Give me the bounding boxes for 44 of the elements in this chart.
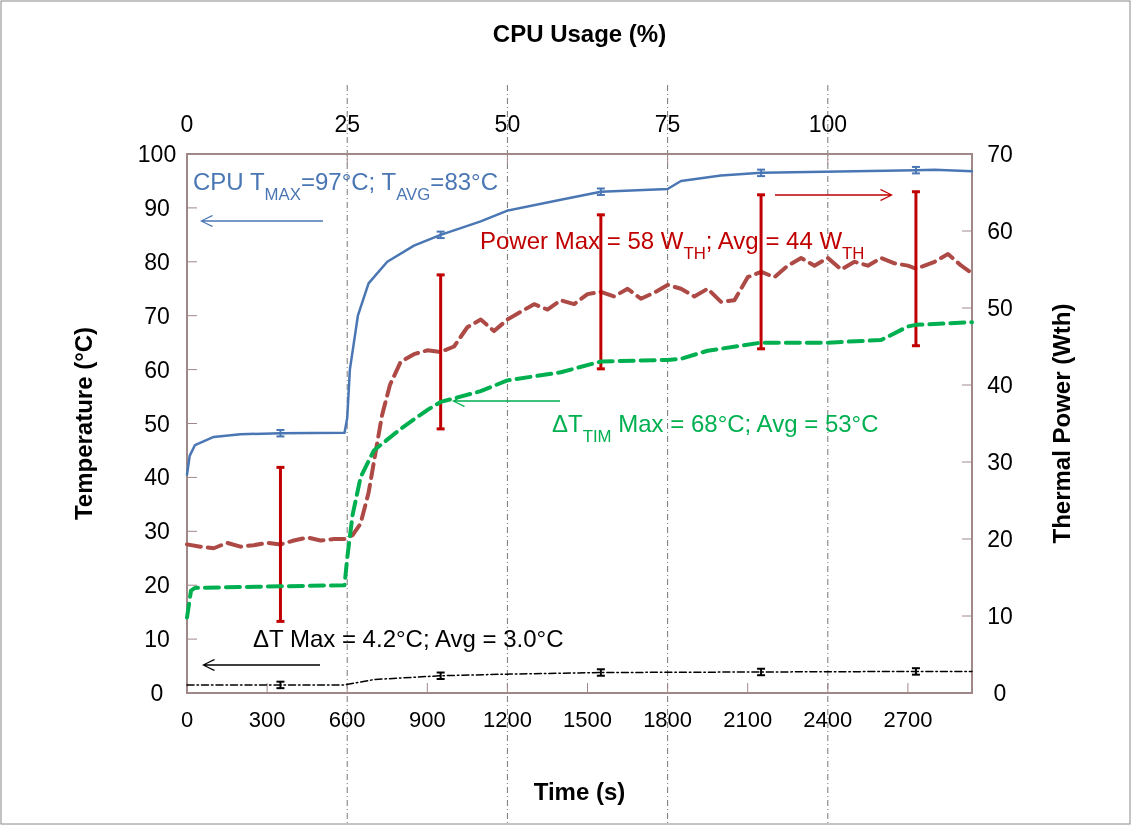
y-tick-label: 0 xyxy=(150,680,164,706)
y-tick-label: 100 xyxy=(137,141,177,167)
line-series xyxy=(185,320,974,620)
x-tick-label: 600 xyxy=(328,707,366,732)
x-tick-label: 2700 xyxy=(883,707,933,732)
x-tick-label: 300 xyxy=(248,707,286,732)
x-tick-label: 1800 xyxy=(643,707,693,732)
y-tick-label: 80 xyxy=(144,248,170,275)
x2-tick-label: 75 xyxy=(654,111,681,137)
y-tick-label: 40 xyxy=(144,464,170,491)
x-tick-label: 900 xyxy=(408,707,446,732)
x-tick-label: 2100 xyxy=(723,707,773,732)
y2-tick-label: 10 xyxy=(987,603,1013,629)
y2-axis-title: Thermal Power (Wth) xyxy=(1048,303,1075,544)
y2-tick-label: 30 xyxy=(987,449,1013,475)
x2-axis-title: CPU Usage (%) xyxy=(492,20,667,47)
x-tick-label: 0 xyxy=(180,707,194,732)
x2-tick-label: 100 xyxy=(808,111,847,137)
y2-tick-label: 20 xyxy=(987,526,1013,552)
line-series xyxy=(185,168,974,476)
y-tick-label: 70 xyxy=(144,302,170,329)
x2-tick-label: 0 xyxy=(180,111,194,137)
y2-tick-label: 0 xyxy=(993,680,1007,706)
y-tick-label: 20 xyxy=(144,572,170,599)
y-tick-label: 30 xyxy=(144,518,170,545)
y2-tick-label: 50 xyxy=(987,295,1013,321)
series-label: ΔT Max = 4.2°C; Avg = 3.0°C xyxy=(253,625,564,652)
x-axis-title: Time (s) xyxy=(533,778,626,805)
series-label: CPU T$_{MAX}$=97°C; T$_{AVG}$=83°C xyxy=(193,168,498,204)
y2-tick-label: 70 xyxy=(987,141,1013,167)
y-axis-title: Temperature (°C) xyxy=(70,326,97,521)
x-tick-label: 1500 xyxy=(563,707,612,732)
x2-tick-label: 25 xyxy=(334,111,360,137)
x2-tick-label: 50 xyxy=(494,111,521,137)
x-tick-label: 1200 xyxy=(482,707,532,732)
y-tick-label: 50 xyxy=(144,410,170,437)
y2-tick-label: 40 xyxy=(987,372,1013,398)
x-tick-label: 2400 xyxy=(803,707,853,732)
y2-tick-label: 60 xyxy=(987,218,1013,244)
line-series xyxy=(186,670,973,686)
series-label: ΔT$_{TIM}$ Max = 68°C; Avg = 53°C xyxy=(552,410,879,446)
y-tick-label: 60 xyxy=(144,356,170,383)
y-tick-label: 10 xyxy=(144,626,170,653)
y-tick-label: 90 xyxy=(144,194,170,221)
